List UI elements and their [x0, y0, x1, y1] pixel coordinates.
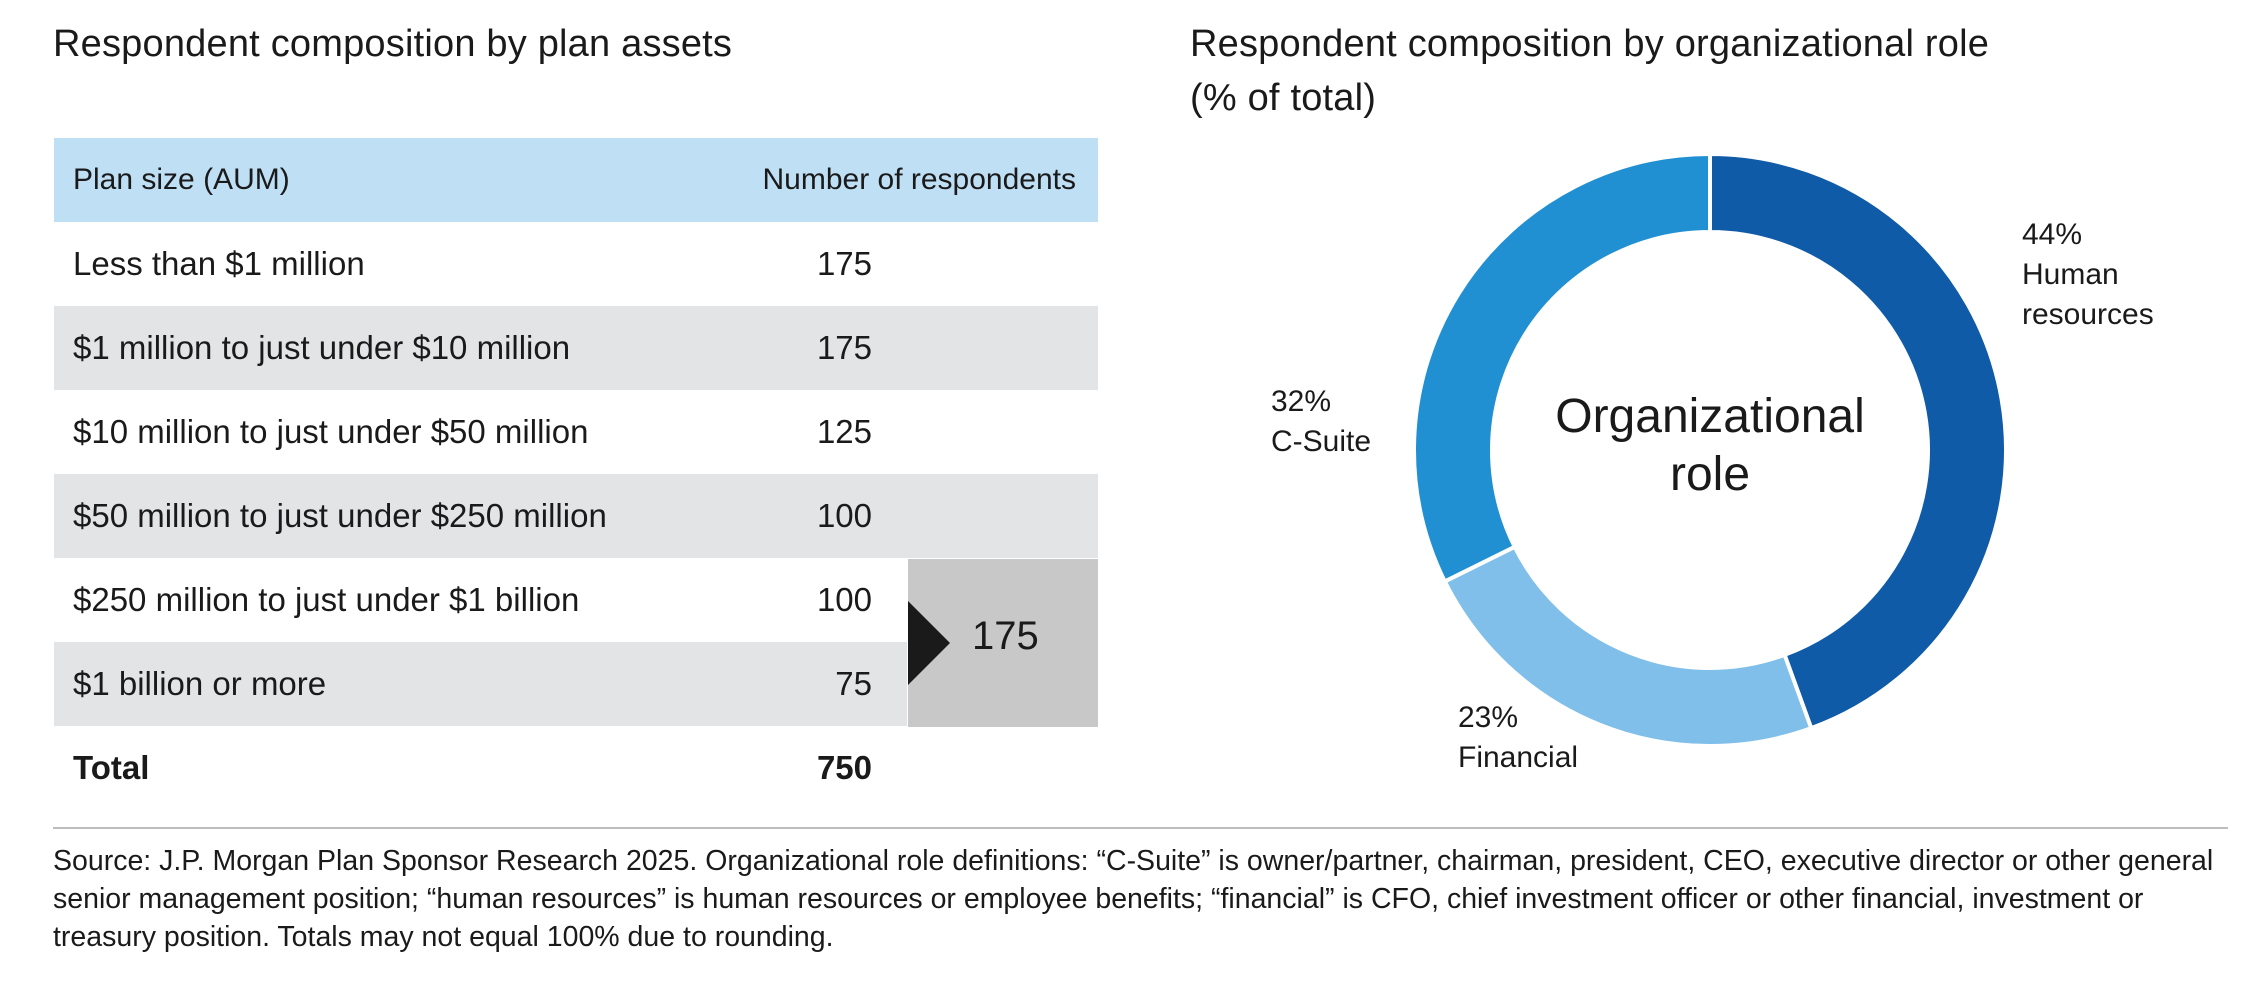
- row-label: $1 billion or more: [73, 665, 327, 702]
- row-value: 75: [835, 665, 872, 702]
- donut-slice-human-resources: [1708, 151, 2008, 731]
- donut-slice-c-suite: [1412, 151, 1712, 585]
- table-total-row: Total 750: [54, 726, 1098, 810]
- donut-title-line1: Respondent composition by organizational…: [1190, 23, 1990, 65]
- total-label: Total: [73, 749, 150, 786]
- donut-title-line2: (% of total): [1190, 77, 1377, 119]
- donut-center-line1: Organizational: [1555, 390, 1865, 443]
- table-row: $10 million to just under $50 million 12…: [54, 390, 1098, 474]
- donut-chart: Organizational role: [1412, 151, 2008, 748]
- plan-assets-table: Plan size (AUM) Number of respondents Le…: [54, 138, 1098, 810]
- slice-pct: 44%: [2022, 218, 2083, 251]
- row-value: 100: [816, 497, 872, 534]
- donut-center-line2: role: [1670, 448, 1750, 501]
- slice-label-financial: 23% Financial: [1458, 698, 1578, 778]
- header-respondents: Number of respondents: [762, 163, 1076, 196]
- row-label: $50 million to just under $250 million: [73, 497, 607, 534]
- source-note: Source: J.P. Morgan Plan Sponsor Researc…: [53, 845, 2214, 953]
- row-value: 175: [816, 329, 872, 366]
- table-row: Less than $1 million 175: [54, 222, 1098, 306]
- slice-name: C-Suite: [1271, 425, 1372, 458]
- donut-slice-financial: [1442, 544, 1814, 748]
- group-sum-value: 175: [972, 614, 1039, 658]
- slice-label-human-resources: 44% Human resources: [2022, 215, 2154, 335]
- table-header: Plan size (AUM) Number of respondents: [54, 138, 1098, 222]
- header-plan-size: Plan size (AUM): [73, 163, 290, 196]
- row-value: 100: [816, 581, 872, 618]
- row-label: $250 million to just under $1 billion: [73, 581, 580, 618]
- slice-name: Financial: [1458, 741, 1579, 774]
- slice-pct: 32%: [1271, 385, 1332, 418]
- table-row: $1 million to just under $10 million 175: [54, 306, 1098, 390]
- row-label: $10 million to just under $50 million: [73, 413, 589, 450]
- table-title: Respondent composition by plan assets: [53, 23, 733, 65]
- divider: [53, 827, 2228, 829]
- row-label: $1 million to just under $10 million: [73, 329, 571, 366]
- slice-name: Human resources: [2022, 258, 2154, 331]
- donut-title: Respondent composition by organizational…: [1190, 17, 2130, 125]
- slice-label-c-suite: 32% C-Suite: [1271, 382, 1371, 462]
- row-value: 175: [816, 245, 872, 282]
- arrow-right-icon: [908, 601, 950, 685]
- row-value: 125: [816, 413, 872, 450]
- table-row: $1 billion or more 75: [54, 642, 1098, 726]
- table-row: $250 million to just under $1 billion 10…: [54, 558, 1098, 642]
- slice-pct: 23%: [1458, 701, 1519, 734]
- total-value: 750: [816, 749, 872, 786]
- table-row: $50 million to just under $250 million 1…: [54, 474, 1098, 558]
- row-label: Less than $1 million: [73, 245, 365, 282]
